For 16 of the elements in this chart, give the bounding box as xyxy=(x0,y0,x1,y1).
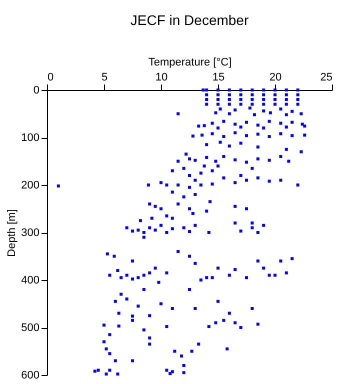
y-tick-label: 100 xyxy=(21,132,40,144)
x-tick-label: 20 xyxy=(269,72,282,84)
y-tick-label: 200 xyxy=(21,180,40,192)
y-tick-label: 300 xyxy=(21,227,40,239)
y-tick-label: 400 xyxy=(21,274,40,286)
x-tick-label: 25 xyxy=(320,72,332,84)
y-tick-label: 0 xyxy=(33,84,40,96)
x-tick-label: 10 xyxy=(155,72,168,84)
y-tick-label: 600 xyxy=(21,370,40,382)
x-axis-title: Temperature [°C] xyxy=(148,56,232,68)
y-axis-title: Depth [m] xyxy=(6,209,18,257)
x-tick-label: 15 xyxy=(212,72,225,84)
x-tick-label: 5 xyxy=(101,72,108,84)
y-tick-label: 500 xyxy=(21,322,40,334)
chart-title: JECF in December xyxy=(130,12,249,28)
x-tick-label: 0 xyxy=(48,72,54,84)
